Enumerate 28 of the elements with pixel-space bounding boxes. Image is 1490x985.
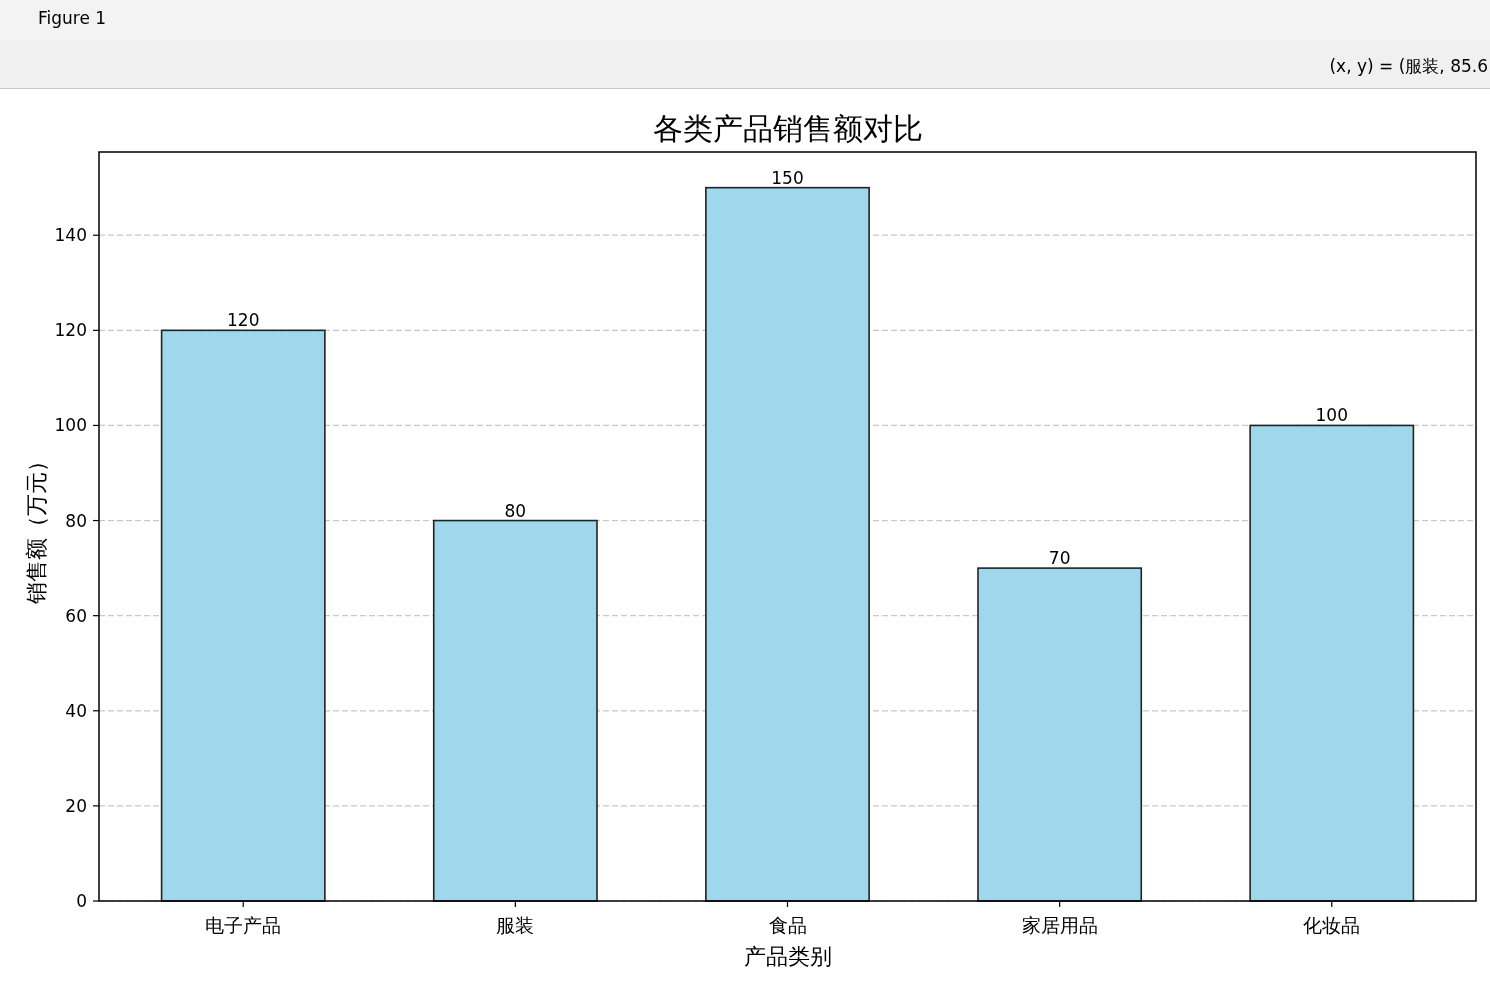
bar [977, 567, 1143, 902]
x-tick-label: 电子产品 [205, 914, 282, 936]
bar [1249, 424, 1415, 902]
x-tick-label: 家居用品 [1021, 914, 1098, 936]
x-axis-title: 产品类别 [743, 944, 832, 969]
caption: Figure 1 [38, 8, 107, 28]
bar [160, 329, 326, 902]
y-tick-label: 60 [65, 605, 87, 626]
y-tick-label: 0 [76, 891, 87, 911]
x-tick-label: 食品 [768, 914, 807, 936]
data-label: 80 [504, 500, 527, 521]
bar [705, 186, 870, 902]
y-tick-label: 140 [54, 225, 87, 246]
y-axis-title: 销售额（万元） [24, 449, 49, 605]
text: (x, y) = (服装, 85.6 [1329, 56, 1488, 76]
x-tick-label: 服装 [496, 914, 535, 936]
bar [432, 519, 598, 902]
y-tick-label: 20 [65, 795, 87, 816]
chart-title: 各类产品销售额对比 [652, 111, 923, 146]
x-tick-label: 化妆品 [1303, 914, 1361, 936]
data-label: 100 [1315, 405, 1348, 426]
y-tick-label: 100 [54, 415, 87, 436]
y-tick-label: 80 [65, 510, 87, 531]
data-label: 70 [1048, 548, 1071, 569]
data-label: 150 [771, 167, 804, 188]
y-tick-label: 120 [54, 320, 87, 341]
data-label: 120 [227, 310, 260, 331]
y-tick-label: 40 [65, 700, 87, 721]
